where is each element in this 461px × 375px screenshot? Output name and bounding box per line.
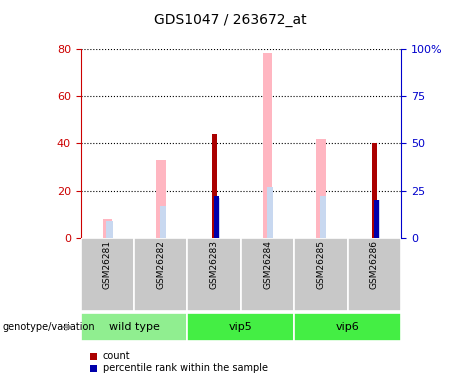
Bar: [188, 238, 241, 311]
Bar: [372, 144, 377, 238]
Bar: [373, 200, 380, 238]
Bar: [156, 160, 165, 238]
Bar: [294, 313, 401, 341]
Bar: [212, 134, 217, 238]
Bar: [81, 313, 188, 341]
Text: GSM26286: GSM26286: [370, 240, 379, 290]
Bar: [266, 187, 273, 238]
Bar: [102, 219, 112, 238]
Text: GSM26283: GSM26283: [210, 240, 219, 290]
Text: wild type: wild type: [109, 322, 160, 332]
Bar: [316, 139, 326, 238]
Text: GSM26281: GSM26281: [103, 240, 112, 290]
Text: vip5: vip5: [229, 322, 253, 332]
Bar: [241, 238, 294, 311]
Bar: [188, 313, 294, 341]
Bar: [134, 238, 188, 311]
Bar: [374, 200, 379, 238]
Bar: [213, 198, 219, 238]
Bar: [320, 196, 326, 238]
Bar: [160, 206, 166, 238]
Bar: [294, 238, 348, 311]
Bar: [106, 221, 112, 238]
Text: count: count: [103, 351, 130, 361]
Bar: [81, 238, 134, 311]
Bar: [213, 196, 219, 238]
Text: genotype/variation: genotype/variation: [2, 322, 95, 332]
Text: GSM26284: GSM26284: [263, 240, 272, 289]
Bar: [263, 54, 272, 238]
Text: GSM26285: GSM26285: [316, 240, 325, 290]
Text: GDS1047 / 263672_at: GDS1047 / 263672_at: [154, 13, 307, 27]
Text: GSM26282: GSM26282: [156, 240, 165, 289]
Text: percentile rank within the sample: percentile rank within the sample: [103, 363, 268, 373]
Bar: [348, 238, 401, 311]
Text: vip6: vip6: [336, 322, 360, 332]
